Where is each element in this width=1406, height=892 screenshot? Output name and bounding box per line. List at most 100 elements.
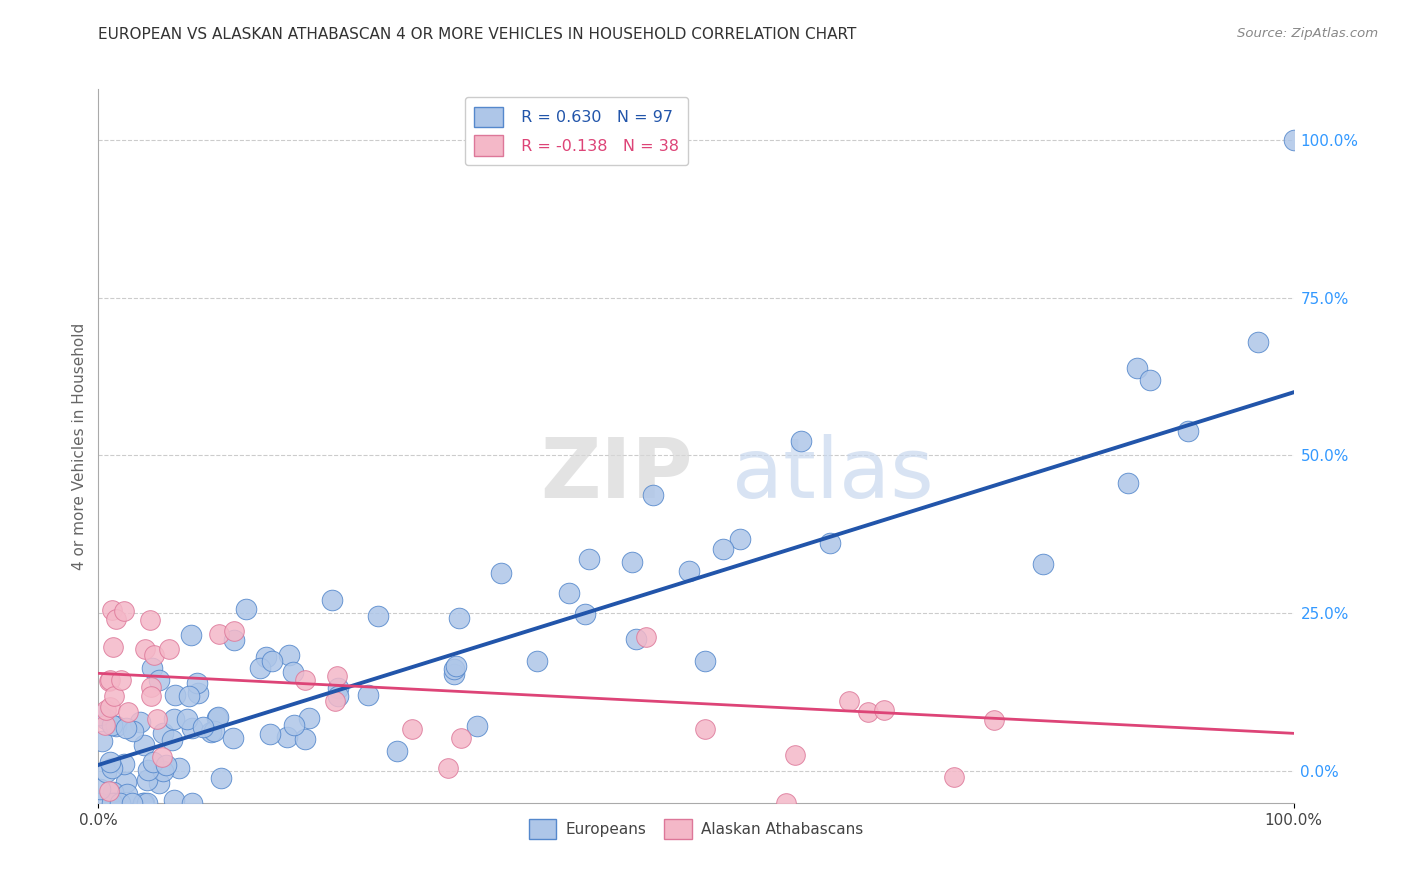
Point bbox=[91, 733, 114, 747]
Point bbox=[693, 723, 716, 737]
Point bbox=[298, 711, 321, 725]
Point bbox=[104, 796, 127, 810]
Point bbox=[129, 715, 152, 730]
Point bbox=[489, 566, 512, 580]
Point bbox=[856, 705, 879, 719]
Point bbox=[943, 770, 966, 784]
Point bbox=[578, 552, 600, 566]
Point bbox=[177, 690, 200, 704]
Point bbox=[202, 723, 225, 738]
Point bbox=[1116, 476, 1139, 491]
Point bbox=[367, 609, 389, 624]
Point bbox=[711, 541, 734, 556]
Point bbox=[181, 721, 204, 735]
Point bbox=[89, 781, 111, 796]
Point bbox=[728, 533, 751, 547]
Point bbox=[678, 565, 700, 579]
Point bbox=[157, 642, 180, 657]
Point bbox=[100, 700, 122, 714]
Point bbox=[693, 654, 716, 668]
Point bbox=[444, 659, 467, 673]
Point bbox=[1126, 361, 1149, 376]
Point bbox=[385, 744, 409, 758]
Point bbox=[281, 665, 304, 680]
Point bbox=[108, 796, 131, 810]
Point bbox=[193, 720, 215, 734]
Point bbox=[163, 793, 186, 807]
Point bbox=[96, 713, 118, 727]
Point bbox=[259, 726, 281, 740]
Point bbox=[141, 661, 163, 675]
Point bbox=[100, 761, 122, 775]
Point bbox=[148, 776, 170, 790]
Point bbox=[222, 731, 245, 745]
Point bbox=[277, 648, 299, 662]
Point bbox=[574, 607, 596, 621]
Point bbox=[1177, 424, 1199, 438]
Point bbox=[207, 711, 229, 725]
Point bbox=[139, 680, 162, 694]
Point bbox=[357, 688, 380, 702]
Point bbox=[163, 688, 186, 702]
Point bbox=[160, 733, 183, 747]
Point bbox=[121, 796, 143, 810]
Point bbox=[101, 640, 124, 654]
Point bbox=[326, 681, 349, 695]
Point bbox=[94, 718, 117, 732]
Point bbox=[558, 586, 581, 600]
Text: atlas: atlas bbox=[733, 434, 934, 515]
Point bbox=[101, 796, 124, 810]
Point bbox=[148, 673, 170, 687]
Point bbox=[249, 660, 271, 674]
Point bbox=[122, 723, 145, 738]
Point bbox=[323, 694, 346, 708]
Point bbox=[98, 755, 121, 769]
Point bbox=[105, 718, 128, 732]
Point bbox=[135, 796, 157, 810]
Point bbox=[89, 707, 111, 722]
Point bbox=[186, 686, 208, 700]
Point bbox=[1246, 334, 1268, 349]
Y-axis label: 4 or more Vehicles in Household: 4 or more Vehicles in Household bbox=[72, 322, 87, 570]
Point bbox=[176, 713, 198, 727]
Point bbox=[110, 673, 132, 688]
Point bbox=[100, 673, 122, 687]
Point bbox=[103, 689, 125, 703]
Point bbox=[89, 796, 111, 810]
Point bbox=[443, 666, 465, 681]
Point bbox=[101, 718, 124, 732]
Point bbox=[450, 731, 472, 745]
Point bbox=[132, 796, 155, 810]
Point bbox=[139, 613, 162, 627]
Point bbox=[1032, 557, 1054, 571]
Point bbox=[818, 535, 841, 549]
Point bbox=[526, 654, 548, 668]
Point bbox=[294, 731, 316, 746]
Point bbox=[112, 604, 135, 618]
Point bbox=[465, 719, 488, 733]
Point bbox=[155, 758, 177, 772]
Point bbox=[104, 612, 127, 626]
Point bbox=[276, 730, 298, 744]
Point bbox=[146, 712, 169, 726]
Point bbox=[1282, 133, 1305, 147]
Point bbox=[790, 434, 813, 449]
Point bbox=[326, 669, 349, 683]
Point bbox=[624, 632, 647, 646]
Point bbox=[101, 785, 124, 799]
Point bbox=[97, 784, 120, 798]
Point bbox=[775, 796, 797, 810]
Point bbox=[326, 689, 349, 703]
Point bbox=[115, 787, 138, 801]
Point bbox=[208, 627, 231, 641]
Point bbox=[401, 722, 423, 736]
Point bbox=[117, 706, 139, 720]
Point bbox=[294, 673, 316, 687]
Point bbox=[96, 703, 118, 717]
Point bbox=[321, 593, 343, 607]
Point bbox=[101, 602, 124, 616]
Point bbox=[224, 624, 246, 639]
Point bbox=[143, 648, 166, 663]
Point bbox=[114, 722, 136, 736]
Point bbox=[132, 738, 155, 752]
